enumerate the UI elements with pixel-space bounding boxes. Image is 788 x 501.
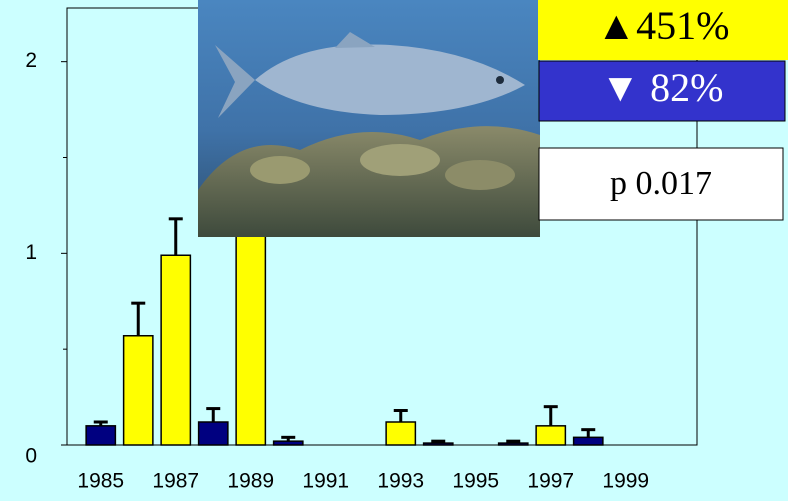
- photo: [198, 0, 540, 237]
- y-tick-label: 2: [25, 49, 37, 72]
- error-bar: [206, 407, 221, 422]
- error-bar: [543, 405, 558, 426]
- increase-label: ▲451%: [597, 3, 730, 48]
- x-tick-label: 1987: [152, 470, 199, 493]
- bar: [235, 231, 267, 446]
- bar: [385, 421, 417, 446]
- bar: [197, 421, 229, 446]
- error-bar: [506, 439, 521, 444]
- x-tick-label: 1991: [302, 470, 349, 493]
- bar: [85, 425, 117, 446]
- error-bar: [393, 409, 408, 422]
- bar: [122, 335, 154, 446]
- error-bar: [131, 301, 146, 336]
- increase-box: [538, 0, 788, 60]
- y-tick-label: 0: [25, 445, 37, 468]
- x-tick-label: 1989: [227, 470, 274, 493]
- p-value-box: [538, 147, 784, 221]
- plot-area: 0 1 2 1985 1987 1989 1991 1993 1995 1997 1999: [25, 7, 698, 493]
- error-bar: [431, 439, 446, 444]
- bar: [572, 436, 604, 446]
- bar: [422, 442, 454, 446]
- x-tick-label: 1985: [77, 470, 124, 493]
- x-tick-label: 1995: [452, 470, 499, 493]
- bar: [272, 440, 304, 446]
- bar: [497, 442, 529, 446]
- x-tick-label: 1993: [377, 470, 424, 493]
- bar: [160, 254, 192, 446]
- error-bar: [281, 435, 296, 442]
- p-value-label: p 0.017: [610, 165, 712, 202]
- error-bar: [581, 428, 596, 438]
- x-tick-label: 1997: [527, 470, 574, 493]
- decrease-box: [538, 60, 786, 122]
- x-tick-label: 1999: [602, 470, 649, 493]
- y-tick-label: 1: [25, 241, 37, 264]
- bar: [535, 425, 567, 446]
- decrease-label: ▼ 82%: [601, 65, 724, 110]
- error-bar: [168, 217, 183, 256]
- error-bar: [93, 420, 108, 426]
